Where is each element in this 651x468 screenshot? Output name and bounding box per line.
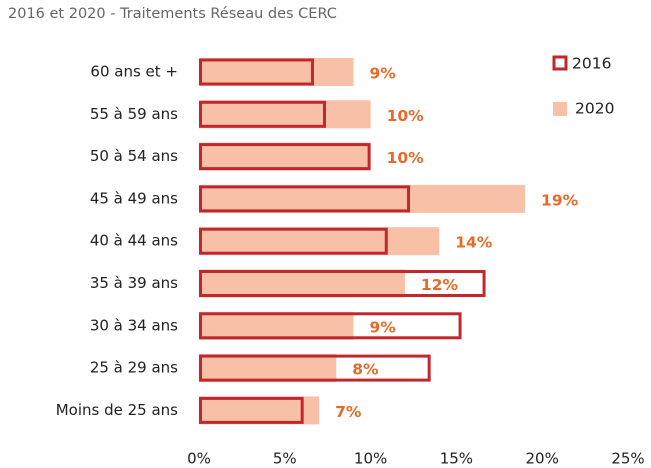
legend-label: 2016	[572, 55, 611, 73]
bar-outline	[199, 100, 326, 128]
data-label: 10%	[387, 149, 425, 167]
data-label: 14%	[455, 234, 493, 252]
data-label: 7%	[335, 403, 362, 421]
x-tick-label: 0%	[187, 450, 211, 468]
data-label: 8%	[352, 361, 379, 379]
bar	[199, 184, 526, 213]
bar-outline	[199, 143, 371, 171]
x-tick-label: 5%	[273, 450, 297, 468]
x-tick-label: 10%	[354, 450, 387, 468]
legend-label: 2020	[575, 100, 614, 118]
y-tick-label: Moins de 25 ans	[56, 401, 178, 419]
y-tick-label: 45 à 49 ans	[90, 189, 178, 207]
bar-outline	[199, 185, 411, 213]
bar	[199, 269, 405, 298]
y-tick-label: 35 à 39 ans	[90, 274, 178, 292]
bar-outline	[199, 58, 314, 86]
bar	[199, 142, 371, 171]
legend-swatch	[552, 55, 568, 71]
y-tick-label: 50 à 54 ans	[90, 147, 178, 165]
bar-outline	[199, 312, 462, 340]
bar-outline	[199, 270, 486, 297]
y-tick-label: 55 à 59 ans	[90, 105, 178, 123]
data-label: 19%	[541, 191, 579, 209]
data-label: 9%	[369, 318, 396, 336]
data-label: 9%	[369, 65, 396, 83]
data-label: 12%	[421, 276, 459, 294]
x-tick-label: 25%	[611, 450, 644, 468]
bar	[199, 58, 354, 86]
data-label: 10%	[387, 107, 425, 125]
chart-title: 2016 et 2020 - Traitements Réseau des CE…	[8, 6, 337, 22]
bar	[199, 396, 320, 425]
bar-outline	[199, 354, 431, 382]
y-tick-label: 30 à 34 ans	[90, 316, 178, 334]
bar	[199, 354, 337, 383]
bar	[199, 311, 354, 340]
bar-outline	[199, 396, 304, 424]
bar-outline	[199, 227, 388, 255]
y-tick-label: 25 à 29 ans	[90, 359, 178, 377]
y-tick-label: 40 à 44 ans	[90, 232, 178, 250]
x-tick-label: 20%	[526, 450, 559, 468]
y-tick-label: 60 ans et +	[90, 63, 178, 81]
bar	[199, 100, 371, 129]
bar	[199, 227, 440, 256]
x-tick-label: 15%	[440, 450, 473, 468]
legend-swatch	[553, 102, 567, 116]
